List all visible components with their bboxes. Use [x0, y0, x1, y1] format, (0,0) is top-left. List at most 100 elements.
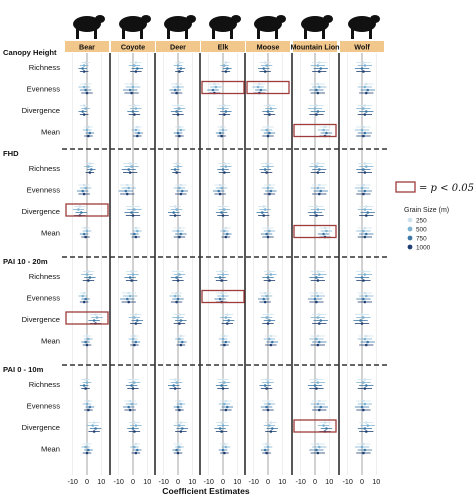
- estimate-point: [127, 291, 131, 295]
- estimate-point: [270, 427, 274, 430]
- estimate-point: [131, 214, 135, 217]
- estimate-point: [87, 270, 90, 273]
- estimate-point: [317, 183, 321, 187]
- estimate-point: [81, 67, 85, 70]
- coyote-icon: [119, 15, 151, 39]
- significance-box: [201, 289, 245, 304]
- estimate-point: [363, 131, 367, 135]
- estimate-point: [220, 430, 223, 433]
- x-tick-label: 10: [372, 477, 380, 486]
- estimate-point: [133, 232, 136, 236]
- estimate-point: [315, 276, 318, 279]
- estimate-point: [178, 273, 181, 276]
- estimate-point: [316, 186, 320, 190]
- estimate-point: [316, 294, 320, 298]
- estimate-point: [362, 279, 365, 282]
- estimate-point: [127, 300, 131, 304]
- estimate-point: [315, 448, 318, 452]
- estimate-point: [316, 381, 320, 384]
- estimate-point: [92, 319, 96, 322]
- estimate-point: [315, 337, 318, 341]
- estimate-point: [268, 192, 271, 196]
- estimate-point: [266, 381, 270, 384]
- estimate-point: [366, 211, 370, 214]
- estimate-point: [178, 424, 181, 427]
- estimate-point: [269, 273, 273, 276]
- estimate-point: [223, 442, 226, 446]
- estimate-point: [179, 343, 183, 347]
- estimate-point: [322, 424, 325, 427]
- x-tick-label: 0: [313, 477, 317, 486]
- estimate-point: [124, 189, 128, 193]
- x-tick-label: -10: [159, 477, 169, 486]
- estimate-point: [364, 430, 368, 433]
- estimate-point: [315, 214, 318, 217]
- estimate-point: [173, 205, 177, 208]
- estimate-point: [224, 61, 228, 64]
- metric-label: Mean: [41, 229, 60, 238]
- estimate-point: [269, 334, 273, 338]
- estimate-point: [360, 313, 364, 316]
- estimate-point: [133, 208, 136, 211]
- estimate-point: [130, 82, 133, 86]
- species-label: Coyote: [121, 42, 145, 51]
- estimate-point: [135, 67, 139, 70]
- estimate-point: [125, 183, 129, 187]
- estimate-point: [363, 273, 367, 276]
- estimate-point: [218, 276, 222, 279]
- estimate-point: [262, 205, 266, 208]
- estimate-point: [85, 128, 89, 132]
- estimate-point: [84, 297, 87, 301]
- estimate-point: [224, 165, 228, 168]
- x-axis: Coefficient Estimates -10 0 10 -10 0 10 -10 0 10…: [68, 477, 381, 496]
- estimate-point: [225, 322, 229, 325]
- estimate-point: [224, 70, 228, 73]
- estimate-point: [362, 125, 365, 129]
- estimate-point: [317, 313, 321, 316]
- estimate-point: [178, 408, 181, 412]
- estimate-point: [223, 162, 226, 165]
- estimate-point: [176, 279, 180, 282]
- estimate-point: [179, 421, 183, 424]
- metric-label: Evenness: [27, 402, 61, 411]
- species-header-band: [293, 41, 337, 52]
- estimate-point: [175, 91, 178, 95]
- estimate-point: [82, 85, 86, 89]
- estimate-point: [316, 270, 320, 273]
- group-label: Canopy Height: [3, 48, 57, 57]
- estimate-point: [88, 162, 92, 165]
- estimate-point: [364, 343, 368, 347]
- estimate-point: [263, 61, 267, 64]
- estimate-point: [316, 162, 320, 165]
- metric-label: Mean: [41, 337, 60, 346]
- estimate-point: [223, 208, 226, 211]
- estimate-point: [362, 183, 365, 187]
- estimate-point: [225, 405, 229, 409]
- estimate-point: [130, 91, 133, 95]
- estimate-point: [265, 387, 268, 390]
- legend: = p < 0.05 Grain Size (m) 250 500 750 1000: [395, 181, 474, 252]
- species-header-band: [65, 41, 109, 52]
- estimate-point: [224, 445, 228, 449]
- estimate-point: [268, 424, 271, 427]
- estimate-point: [263, 448, 267, 452]
- estimate-point: [263, 168, 267, 171]
- estimate-point: [364, 165, 368, 168]
- estimate-point: [362, 408, 365, 412]
- estimate-point: [221, 448, 225, 452]
- estimate-point: [82, 64, 86, 67]
- estimate-point: [134, 424, 138, 427]
- x-tick-label: 10: [188, 477, 196, 486]
- x-tick-label: 10: [325, 477, 333, 486]
- estimate-point: [224, 226, 228, 230]
- estimate-point: [313, 211, 317, 214]
- estimate-point: [134, 226, 138, 230]
- estimate-point: [176, 104, 180, 107]
- estimate-point: [135, 125, 139, 129]
- estimate-point: [363, 85, 367, 89]
- elk-icon: [209, 15, 241, 39]
- species-header-band: [111, 41, 155, 52]
- estimate-point: [84, 235, 87, 239]
- estimate-point: [316, 91, 320, 95]
- x-tick-label: 0: [221, 477, 225, 486]
